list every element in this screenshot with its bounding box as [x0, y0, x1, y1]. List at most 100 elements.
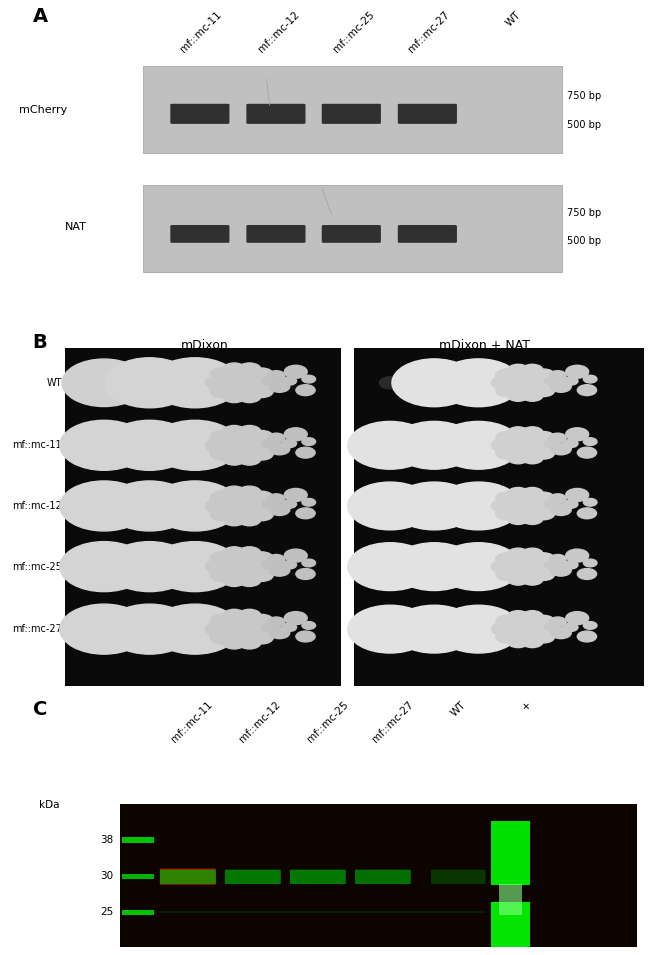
Circle shape [250, 447, 274, 460]
Circle shape [151, 420, 239, 470]
Circle shape [302, 499, 315, 506]
Circle shape [263, 500, 277, 508]
Circle shape [577, 508, 597, 519]
Circle shape [255, 560, 278, 573]
Circle shape [566, 611, 589, 625]
Circle shape [250, 614, 274, 627]
Circle shape [263, 561, 277, 569]
Circle shape [507, 452, 529, 464]
FancyBboxPatch shape [322, 104, 381, 124]
Circle shape [210, 431, 233, 444]
Text: 750 bp: 750 bp [567, 91, 601, 100]
Circle shape [538, 561, 559, 573]
Text: mf::mc-11: mf::mc-11 [179, 10, 224, 54]
Circle shape [151, 481, 239, 531]
Circle shape [544, 561, 558, 569]
Circle shape [549, 371, 566, 380]
Circle shape [507, 548, 529, 561]
Circle shape [521, 389, 543, 401]
Circle shape [284, 611, 307, 625]
Circle shape [533, 447, 554, 459]
Circle shape [500, 552, 551, 581]
Circle shape [284, 488, 307, 501]
Circle shape [551, 627, 571, 639]
Circle shape [496, 492, 517, 504]
Circle shape [392, 482, 476, 530]
Circle shape [521, 427, 543, 439]
Circle shape [496, 384, 517, 396]
Circle shape [521, 512, 543, 524]
Circle shape [105, 541, 194, 592]
Circle shape [533, 384, 554, 396]
Text: 500 bp: 500 bp [567, 236, 601, 245]
Circle shape [500, 492, 551, 520]
Circle shape [214, 491, 269, 521]
Circle shape [151, 541, 239, 592]
Circle shape [269, 504, 290, 516]
Circle shape [269, 564, 290, 576]
Circle shape [60, 420, 148, 470]
Circle shape [392, 605, 476, 653]
Circle shape [380, 377, 400, 389]
Text: mf::mc-27: mf::mc-27 [12, 625, 62, 634]
FancyBboxPatch shape [398, 104, 457, 124]
Bar [491, 902, 530, 947]
Circle shape [250, 431, 274, 444]
Circle shape [255, 499, 278, 513]
Circle shape [551, 381, 571, 393]
Circle shape [222, 636, 246, 649]
Circle shape [566, 428, 589, 441]
Circle shape [255, 376, 278, 390]
Circle shape [496, 507, 517, 520]
Text: mf::mc-27: mf::mc-27 [370, 700, 415, 745]
Circle shape [491, 561, 513, 573]
FancyBboxPatch shape [355, 870, 411, 884]
Circle shape [250, 491, 274, 504]
Text: 30: 30 [101, 871, 114, 881]
Circle shape [268, 555, 285, 564]
Circle shape [60, 481, 148, 531]
Circle shape [268, 434, 285, 443]
Circle shape [296, 447, 315, 458]
Circle shape [538, 376, 559, 389]
Circle shape [268, 494, 285, 503]
Circle shape [238, 486, 261, 499]
Text: mf::mc-11: mf::mc-11 [169, 700, 214, 745]
Circle shape [268, 371, 285, 380]
Circle shape [392, 542, 476, 590]
Circle shape [222, 426, 246, 438]
FancyBboxPatch shape [431, 870, 486, 884]
Circle shape [549, 555, 566, 564]
Circle shape [507, 635, 529, 647]
Circle shape [205, 438, 229, 452]
Circle shape [436, 605, 521, 653]
Text: 25: 25 [101, 907, 114, 918]
Text: mf::mc-12: mf::mc-12 [257, 10, 302, 54]
Circle shape [238, 609, 261, 623]
Text: 750 bp: 750 bp [567, 207, 601, 218]
Circle shape [544, 377, 558, 385]
Circle shape [284, 428, 307, 441]
Circle shape [105, 605, 194, 654]
Circle shape [491, 376, 513, 389]
Circle shape [507, 573, 529, 585]
Circle shape [238, 426, 261, 438]
Circle shape [436, 359, 521, 407]
Circle shape [436, 482, 521, 530]
Bar [491, 821, 530, 885]
Circle shape [500, 431, 551, 459]
Circle shape [507, 512, 529, 524]
Circle shape [205, 376, 229, 390]
Circle shape [577, 631, 597, 642]
Text: mf::mc-25: mf::mc-25 [332, 10, 376, 54]
Circle shape [564, 500, 578, 508]
Circle shape [210, 568, 233, 582]
Text: WT: WT [504, 10, 523, 29]
Circle shape [269, 627, 290, 639]
Circle shape [250, 630, 274, 644]
Text: mf::mc-25: mf::mc-25 [12, 562, 62, 572]
Circle shape [205, 560, 229, 573]
Circle shape [255, 623, 278, 636]
Circle shape [533, 615, 554, 627]
Circle shape [577, 385, 597, 395]
